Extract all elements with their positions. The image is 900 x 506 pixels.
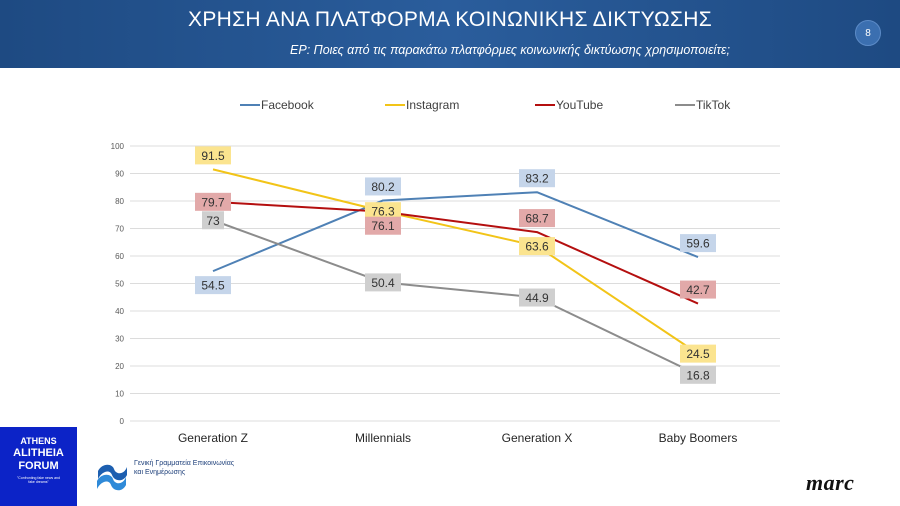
data-label-bg [365,216,401,235]
marc-logo: marc [806,470,855,495]
x-tick-label: Generation X [502,431,573,445]
data-label: 54.5 [201,279,225,293]
page-title: ΧΡΗΣΗ ΑΝΑ ΠΛΑΤΦΟΡΜΑ ΚΟΙΝΩΝΙΚΗΣ ΔΙΚΤΥΩΣΗΣ [188,8,712,31]
government-secretariat-logo-icon [97,464,127,491]
series-line [212,219,699,376]
data-label: 79.7 [201,195,225,209]
data-label: 91.5 [201,149,225,163]
y-tick-label: 50 [115,280,124,289]
y-tick-label: 100 [111,142,125,151]
athens-logo-line: FORUM [18,460,59,472]
data-label-bg [195,146,231,165]
data-label-bg [195,276,231,295]
legend-label: Facebook [261,98,315,112]
y-tick-label: 30 [115,335,124,344]
data-label: 73 [206,214,220,228]
athens-alitheia-forum-logo: ATHENS ALITHEIA FORUM "Confronting fake … [0,427,77,506]
data-label: 42.7 [686,283,710,297]
series-line [212,200,699,305]
data-label: 68.7 [525,212,549,226]
data-label: 16.8 [686,368,710,382]
data-label: 50.4 [371,276,395,290]
gov-text-line: Γενική Γραμματεία Επικοινωνίας [134,460,235,467]
y-tick-label: 10 [115,390,124,399]
page-subtitle: ΕΡ: Ποιες από τις παρακάτω πλατφόρμες κο… [290,43,730,57]
data-label: 83.2 [525,172,549,186]
legend-label: Instagram [406,98,459,112]
y-tick-label: 90 [115,170,124,179]
athens-tagline: "Confronting fake news and fake dreams" [17,476,60,484]
data-label-bg [519,288,555,307]
legend-label: TikTok [696,98,731,112]
line-chart: 0 10 20 30 40 50 60 70 80 90 100 Generation Z Millen… [111,98,780,445]
y-tick-label: 20 [115,362,124,371]
y-tick-label: 80 [115,197,124,206]
government-secretariat-text: Γενική Γραμματεία Επικοινωνίας και Ενημέ… [134,459,264,477]
data-label: 76.3 [371,205,395,219]
data-label: 63.6 [525,240,549,254]
x-tick-label: Millennials [355,431,411,445]
data-label: 44.9 [525,291,549,305]
data-label: 76.1 [371,219,395,233]
data-label-bg [680,234,716,253]
data-label-bg [202,211,224,230]
athens-logo-line: ALITHEIA [13,447,64,459]
data-label: 24.5 [686,347,710,361]
data-label-bg [680,344,716,363]
page-number-badge: 8 [855,20,881,46]
gov-text-line: και Ενημέρωσης [134,469,186,476]
data-label-bg [365,177,401,196]
athens-logo-line: ATHENS [20,436,57,446]
data-label: 59.6 [686,237,710,251]
x-tick-label: Baby Boomers [659,431,738,445]
data-label-bg [680,280,716,299]
x-tick-label: Generation Z [178,431,248,445]
data-label: 80.2 [371,180,395,194]
data-label-bg [519,237,555,256]
y-tick-label: 40 [115,307,124,316]
legend-label: YouTube [556,98,603,112]
data-label-bg [365,202,401,221]
series-line [212,191,699,273]
y-tick-label: 0 [120,417,125,426]
header-bar: ΧΡΗΣΗ ΑΝΑ ΠΛΑΤΦΟΡΜΑ ΚΟΙΝΩΝΙΚΗΣ ΔΙΚΤΥΩΣΗΣ… [0,0,900,68]
data-label-bg [365,273,401,292]
series-line [212,168,699,355]
data-label-bg [195,192,231,211]
data-label-bg [680,365,716,384]
y-tick-label: 60 [115,252,124,261]
data-label-bg [519,209,555,228]
y-tick-label: 70 [115,225,124,234]
data-label-bg [519,169,555,188]
chart-area: 0 10 20 30 40 50 60 70 80 90 100 Generation Z Millen… [0,68,900,448]
